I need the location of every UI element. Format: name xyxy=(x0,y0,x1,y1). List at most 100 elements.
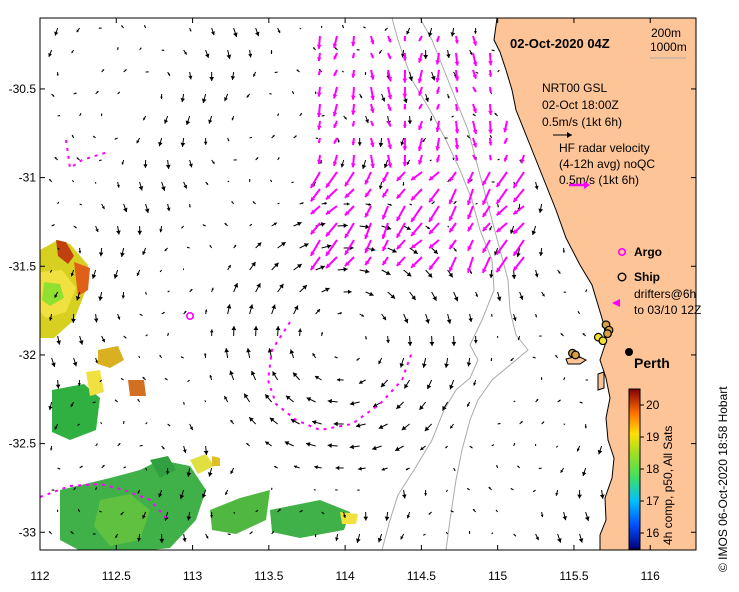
hf-vector xyxy=(435,120,441,133)
hf-vector xyxy=(316,103,322,118)
hf-vector xyxy=(369,69,375,80)
gsl-vector xyxy=(56,335,61,345)
gsl-vector xyxy=(255,509,259,513)
gsl-vector xyxy=(576,445,581,452)
hf-radar-vectors xyxy=(309,35,525,274)
colorbar-label: 4h comp, p50, All Sats xyxy=(661,426,675,545)
gsl-vector xyxy=(164,377,168,381)
gsl-vector xyxy=(466,357,472,367)
gsl-vector xyxy=(378,423,388,429)
gsl-vector xyxy=(422,137,427,143)
hf-vector xyxy=(448,256,457,272)
gsl-vector xyxy=(378,181,383,190)
hf-vector xyxy=(410,239,423,249)
drifter-legend-label-1: drifters@6h xyxy=(634,287,696,301)
gsl-vector xyxy=(314,465,322,470)
gsl-vector xyxy=(299,27,302,30)
gsl-vector xyxy=(120,511,124,516)
hf-scale-arrowhead xyxy=(584,181,590,189)
gsl-vector xyxy=(430,71,436,81)
hf-vector xyxy=(310,188,321,202)
hf-vector xyxy=(387,154,393,168)
gsl-vector xyxy=(468,530,471,535)
gsl-vector xyxy=(475,202,478,205)
hf-vector xyxy=(454,103,459,112)
hf-vector xyxy=(436,86,440,95)
gsl-vector xyxy=(584,423,587,429)
gsl-vector xyxy=(123,203,128,213)
gsl-vector xyxy=(231,200,235,205)
gsl-vector xyxy=(378,137,384,148)
hf-vector xyxy=(472,35,478,46)
ship-legend-icon xyxy=(617,272,627,282)
gsl-vector xyxy=(139,444,143,447)
gsl-vector xyxy=(337,312,343,315)
gsl-vector xyxy=(336,378,344,382)
gsl-vector xyxy=(201,489,207,499)
hf-vector xyxy=(520,154,525,164)
gsl-vector xyxy=(445,445,448,449)
gsl-vector xyxy=(403,269,412,277)
gsl-vector xyxy=(557,269,561,274)
hf-vector xyxy=(417,137,423,152)
hf-vector xyxy=(472,69,477,80)
gsl-vector xyxy=(425,269,433,278)
gsl-vector xyxy=(557,399,561,403)
gsl-vector xyxy=(57,201,60,205)
gsl-vector xyxy=(101,464,105,469)
gsl-vector xyxy=(269,417,278,425)
hf-scale-label: 0.5m/s (1kt 6h) xyxy=(559,173,639,187)
gsl-vector xyxy=(56,71,59,76)
gsl-vector xyxy=(429,115,433,122)
gsl-vector xyxy=(114,137,118,140)
gsl-vector xyxy=(185,115,191,126)
hf-vector xyxy=(387,120,392,128)
gsl-vector xyxy=(98,27,102,29)
hf-vector xyxy=(472,52,478,67)
gsl-vector xyxy=(407,335,413,347)
gsl-vector xyxy=(113,269,119,279)
hf-vector xyxy=(417,52,423,63)
gsl-vector xyxy=(315,308,321,315)
gsl-vector xyxy=(271,304,276,315)
gsl-vector xyxy=(494,112,498,117)
drifter-legend-icon xyxy=(612,299,620,307)
gsl-vector xyxy=(57,115,61,117)
gsl-vector xyxy=(264,441,272,447)
gsl-vector xyxy=(137,398,141,403)
gsl-vector xyxy=(453,200,457,205)
hf-vector xyxy=(410,222,423,237)
gsl-vector xyxy=(584,511,590,522)
gsl-vector xyxy=(284,441,294,447)
hf-vector xyxy=(435,52,441,65)
gsl-vector xyxy=(233,27,238,38)
gsl-vector xyxy=(249,531,253,535)
hf-vector xyxy=(344,205,355,217)
hf-vector xyxy=(472,137,478,148)
gsl-vector xyxy=(406,27,411,35)
gsl-vector xyxy=(274,71,278,74)
gsl-vector xyxy=(299,243,309,249)
gsl-vector xyxy=(201,93,207,104)
gsl-vector xyxy=(381,467,388,471)
gsl-vector xyxy=(182,533,187,542)
gsl-vector xyxy=(208,467,213,477)
hf-vector xyxy=(387,103,392,112)
hf-vector xyxy=(448,205,457,222)
gsl-vector xyxy=(248,304,254,315)
gsl-vector xyxy=(56,509,59,513)
hf-vector xyxy=(428,256,440,271)
gsl-vector xyxy=(209,374,213,381)
gsl-vector xyxy=(95,225,99,233)
hf-vector xyxy=(512,256,525,272)
gsl-vector xyxy=(204,400,207,403)
gsl-vector xyxy=(377,533,383,543)
gsl-vector xyxy=(513,442,516,447)
gsl-vector xyxy=(355,423,366,428)
gsl-vector xyxy=(577,489,582,499)
gsl-vector xyxy=(585,289,588,293)
gsl-vector xyxy=(249,261,256,271)
gsl-vector xyxy=(560,333,564,337)
gsl-vector xyxy=(139,313,143,316)
